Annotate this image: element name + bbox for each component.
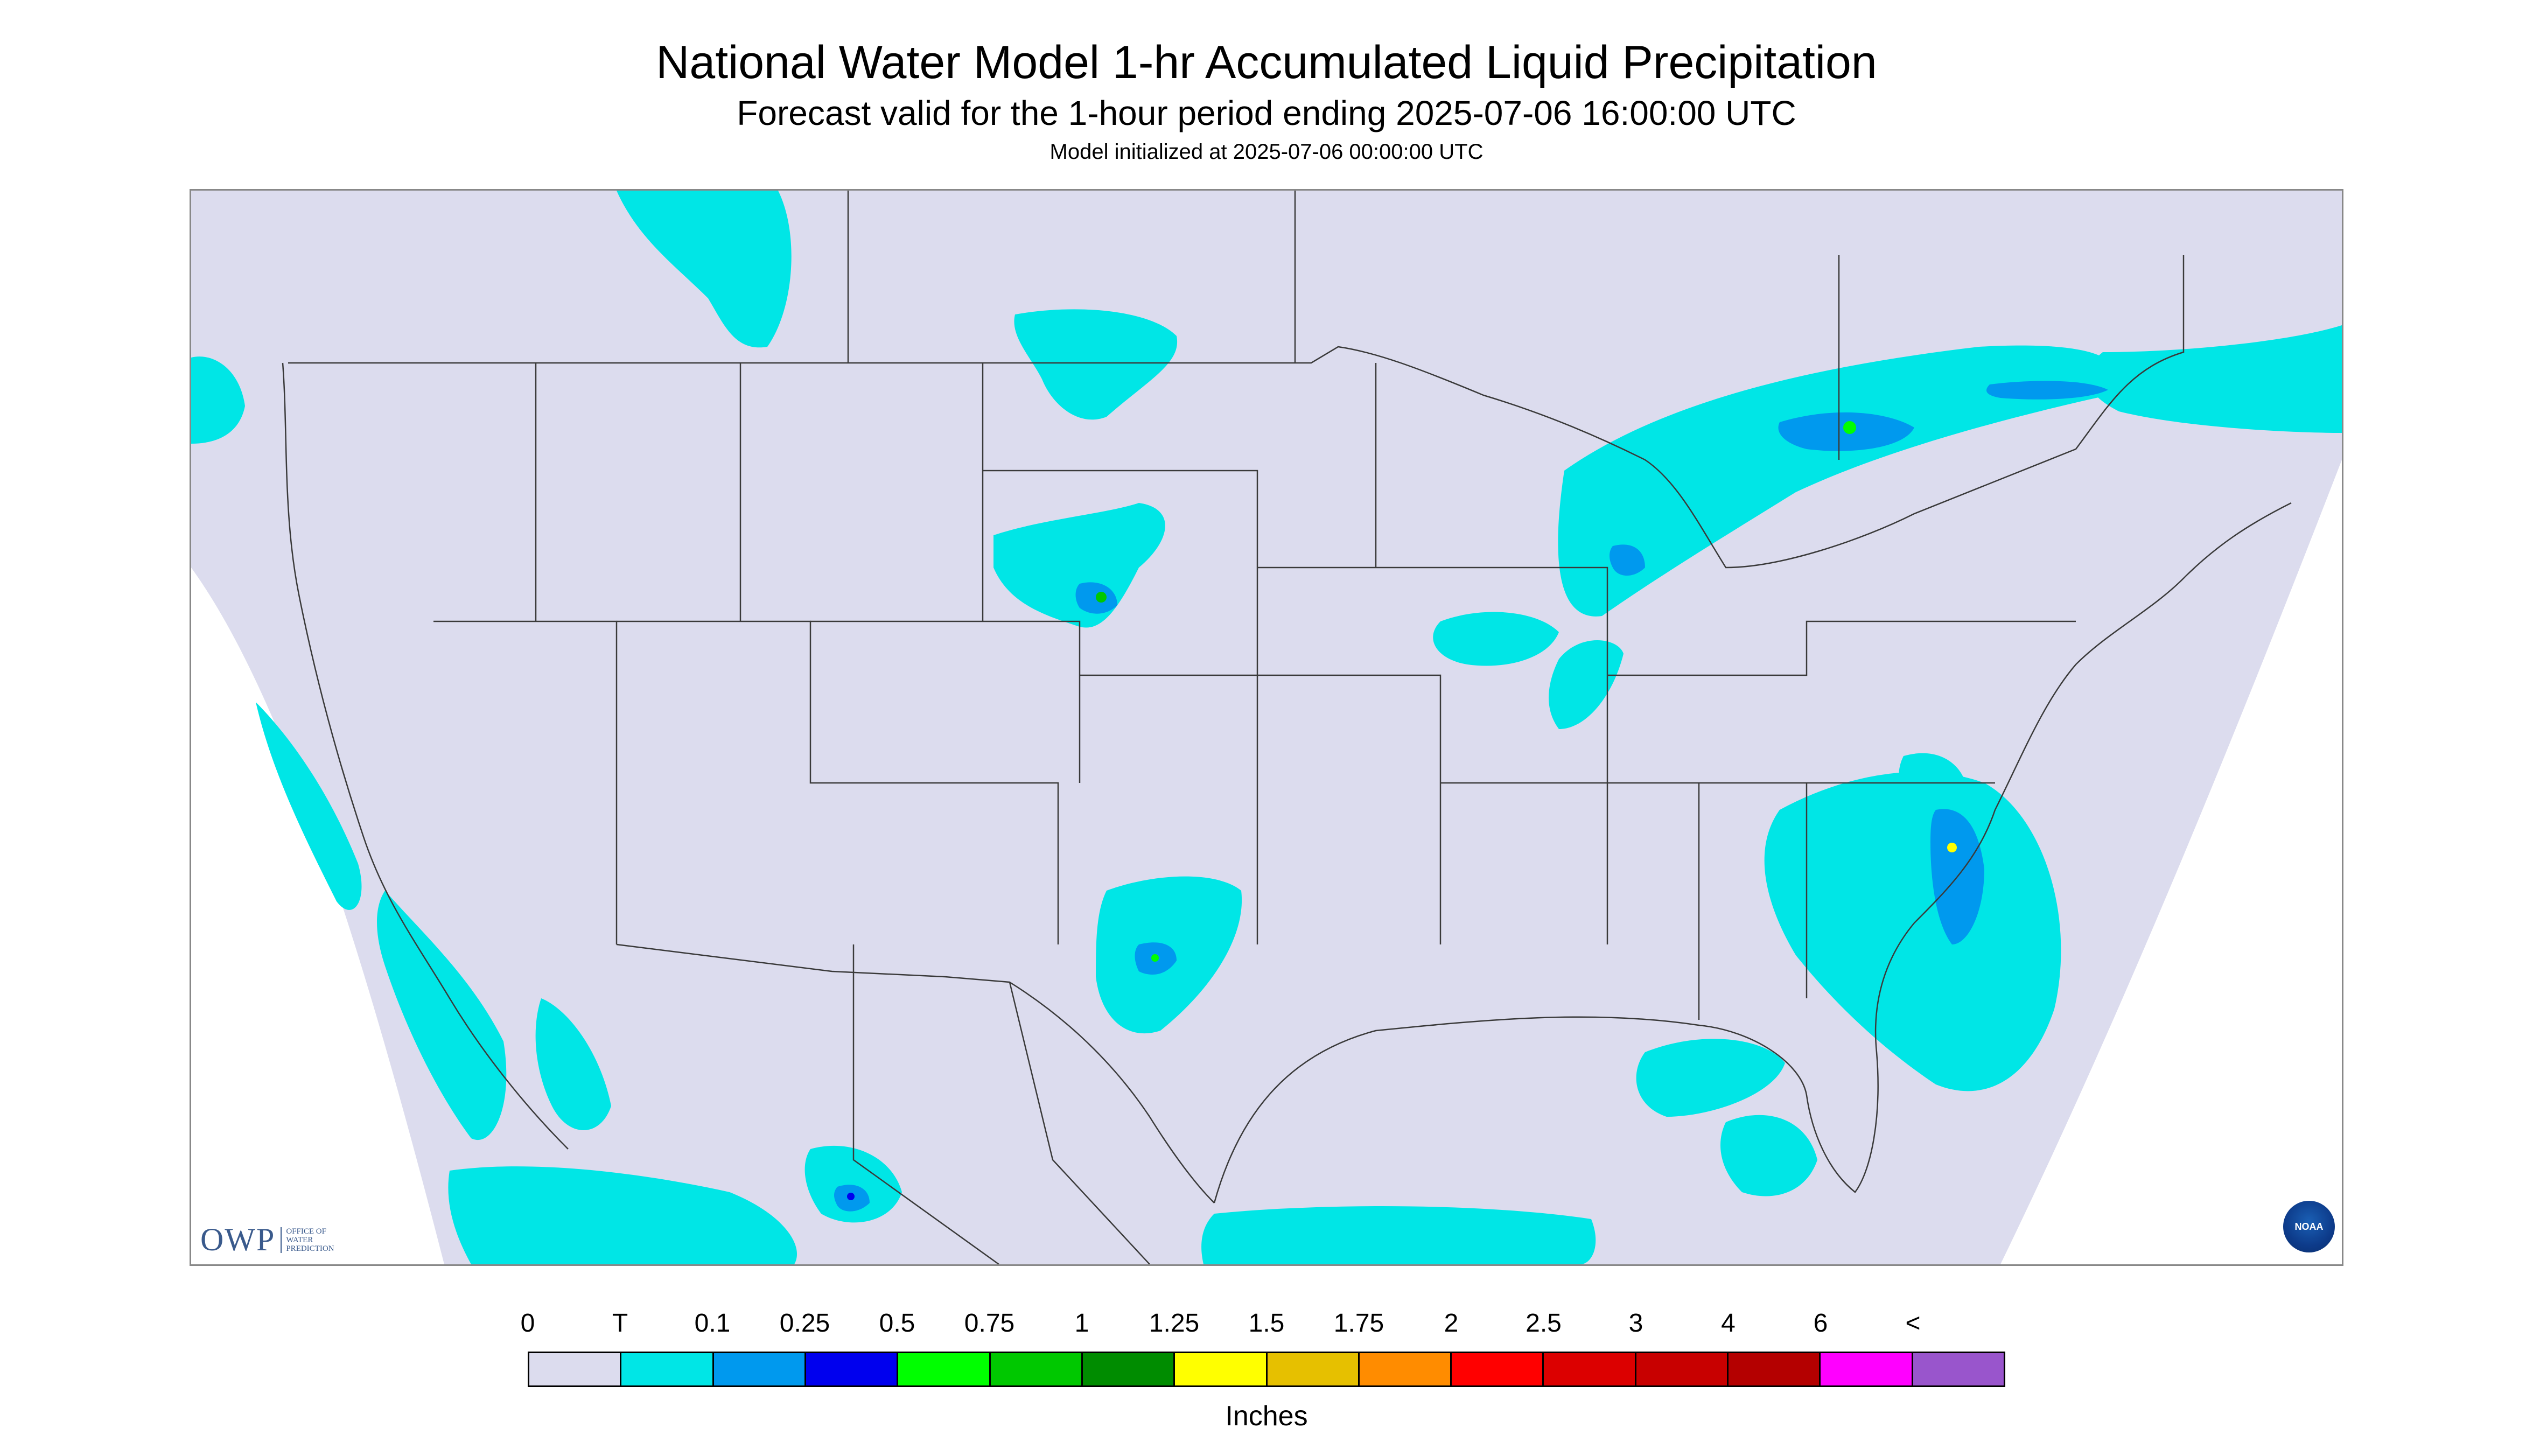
- state-line-3: [810, 620, 1081, 783]
- precip-legend: 0 T 0.1 0.25 0.5 0.75 1 1.25 1.5 1.75 2 2.5 3 4 6 < Inc…: [521, 1308, 2005, 1443]
- owp-sub-line-3: PREDICTION: [286, 1244, 334, 1253]
- precip-area-indiana: [1549, 640, 1624, 729]
- legend-swatch-0: [529, 1353, 622, 1385]
- state-line-8: [1080, 674, 1442, 944]
- precip-heavy-ontario: [1986, 381, 2108, 400]
- owp-sub-line-2: WATER: [286, 1235, 313, 1244]
- legend-label-4: 0.5: [879, 1309, 915, 1338]
- precip-area-southeast-coast: [1764, 772, 2061, 1091]
- map-svg: [191, 191, 2342, 1264]
- legend-swatch-1: [621, 1353, 714, 1385]
- state-line-18: [852, 944, 999, 1264]
- precip-area-great-lakes: [1558, 345, 2117, 617]
- precip-area-midwest: [1433, 612, 1559, 666]
- legend-label-5: 0.75: [964, 1309, 1015, 1338]
- legend-label-7: 1.25: [1149, 1309, 1200, 1338]
- legend-label-14: 6: [1813, 1309, 1828, 1338]
- precip-area-mexico-west: [535, 998, 611, 1130]
- legend-label-1: T: [612, 1309, 628, 1338]
- legend-label-12: 3: [1628, 1309, 1643, 1338]
- precip-area-central-mexico: [804, 1145, 902, 1223]
- legend-swatch-6: [1082, 1353, 1175, 1385]
- legend-swatch-15: [1913, 1353, 2004, 1385]
- precip-area-mexico-pacific: [448, 1166, 797, 1264]
- owp-logo-subtext: OFFICE OF WATER PREDICTION: [281, 1227, 334, 1253]
- legend-label-13: 4: [1721, 1309, 1736, 1338]
- forecast-valid-subtitle: Forecast valid for the 1-hour period end…: [737, 94, 1796, 132]
- legend-swatch-8: [1267, 1353, 1360, 1385]
- precip-spot-mexico: [847, 1193, 855, 1200]
- legend-swatch-2: [713, 1353, 806, 1385]
- legend-label-2: 0.1: [694, 1309, 731, 1338]
- precip-area-canada-central: [1014, 309, 1178, 420]
- noaa-logo-text: NOAA: [2294, 1221, 2324, 1232]
- legend-swatch-3: [806, 1353, 899, 1385]
- legend-label-9: 1.75: [1333, 1309, 1384, 1338]
- precip-heavy-michigan: [1610, 544, 1645, 576]
- state-line-2: [617, 620, 1059, 944]
- state-line-7: [983, 470, 1258, 944]
- model-init-text: Model initialized at 2025-07-06 00:00:00…: [1049, 140, 1484, 164]
- legend-swatch-9: [1359, 1353, 1452, 1385]
- precip-area-gulf: [1636, 1039, 1785, 1117]
- legend-label-6: 1: [1074, 1309, 1089, 1338]
- map-title: National Water Model 1-hr Accumulated Li…: [656, 37, 1877, 88]
- legend-label-11: 2.5: [1526, 1309, 1562, 1338]
- legend-swatch-10: [1452, 1353, 1544, 1385]
- precip-trace-areas: [191, 191, 2342, 1264]
- noaa-logo: NOAA: [2283, 1201, 2335, 1252]
- owp-logo-text: OWP: [200, 1222, 276, 1257]
- precip-area-carolinas: [1899, 753, 1968, 821]
- political-boundaries: [282, 191, 2292, 1264]
- precip-spot-dakota: [1096, 592, 1107, 603]
- us-canada-border: [288, 255, 2185, 569]
- legend-label-3: 0.25: [779, 1309, 830, 1338]
- legend-swatch-13: [1729, 1353, 1821, 1385]
- legend-swatch-14: [1821, 1353, 1913, 1385]
- state-line-9: [1257, 566, 1608, 944]
- precip-area-pacific-west: [256, 702, 362, 910]
- legend-label-10: 2: [1444, 1309, 1459, 1338]
- owp-sub-line-1: OFFICE OF: [286, 1227, 326, 1236]
- legend-labels: 0 T 0.1 0.25 0.5 0.75 1 1.25 1.5 1.75 2 2.5 3 4 6 <: [521, 1308, 2005, 1339]
- precip-area-gulf-south: [1201, 1206, 1596, 1264]
- owp-logo: OWP OFFICE OF WATER PREDICTION: [200, 1221, 334, 1258]
- pacific-coastline: [282, 362, 569, 1150]
- state-line-11: [1607, 620, 2076, 676]
- legend-swatch-11: [1544, 1353, 1636, 1385]
- legend-label-8: 1.5: [1248, 1309, 1285, 1338]
- precip-area-pacific-nw: [191, 356, 245, 444]
- precip-spot-texas: [1151, 954, 1159, 962]
- precip-area-baja: [377, 891, 507, 1140]
- legend-swatch-5: [990, 1353, 1083, 1385]
- precipitation-map: [190, 189, 2343, 1266]
- legend-label-0: 0: [520, 1309, 535, 1338]
- legend-colorbar: [528, 1352, 2005, 1387]
- precip-spot-great-lakes: [1843, 421, 1856, 434]
- gulf-coastline: [1213, 502, 2292, 1203]
- legend-swatch-7: [1175, 1353, 1268, 1385]
- precip-area-canada-west: [617, 191, 792, 348]
- legend-unit-label: Inches: [1225, 1401, 1308, 1432]
- precip-area-dakotas: [993, 503, 1165, 628]
- us-mexico-border: [616, 943, 1215, 1203]
- legend-swatch-12: [1636, 1353, 1729, 1385]
- precip-area-northeast: [2087, 325, 2342, 433]
- legend-swatch-4: [898, 1353, 991, 1385]
- state-line-19: [1009, 982, 1150, 1264]
- precip-intense-spots: [847, 421, 1957, 1200]
- precip-area-florida: [1720, 1115, 1817, 1196]
- legend-label-15: <: [1905, 1309, 1921, 1338]
- precip-spot-carolina: [1947, 843, 1957, 852]
